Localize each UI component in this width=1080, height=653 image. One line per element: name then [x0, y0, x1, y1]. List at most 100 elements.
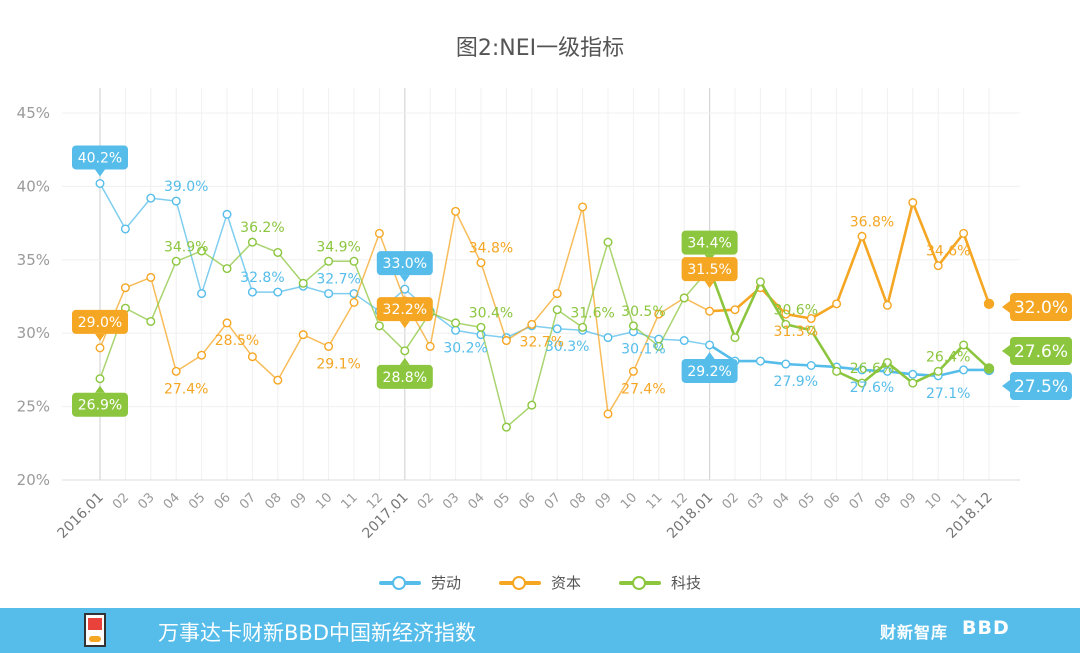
data-point	[983, 363, 995, 374]
data-label: 32.7%	[316, 272, 360, 288]
y-tick-label: 40%	[17, 177, 50, 195]
end-label: 27.6%	[1002, 337, 1072, 365]
data-point	[247, 287, 257, 297]
x-tick-label: 05	[491, 490, 513, 512]
data-point	[806, 325, 816, 335]
data-point	[222, 318, 232, 328]
callout-box	[376, 297, 433, 322]
data-point	[933, 261, 943, 271]
data-point	[120, 224, 130, 234]
series-line-segment	[708, 343, 737, 363]
series-line-segment	[936, 232, 965, 267]
callout-text: 26.9%	[78, 398, 122, 414]
series-line-segment	[277, 251, 304, 285]
data-point	[857, 378, 867, 388]
data-point	[146, 272, 156, 282]
series-line-segment	[200, 322, 228, 356]
data-point	[298, 278, 308, 288]
x-tick-label: 06	[821, 490, 843, 512]
x-tick-label: 06	[516, 490, 538, 512]
x-tick-label: 03	[440, 490, 462, 512]
footer-title: 万事达卡财新BBD中国新经济指数	[158, 621, 476, 645]
data-point	[755, 277, 765, 287]
x-tick-label: 06	[212, 490, 234, 512]
x-tick-label: 11	[643, 490, 665, 512]
x-tick-label: 2016.01	[55, 490, 107, 542]
series-line-segment	[658, 297, 685, 315]
data-label: 32.8%	[240, 270, 284, 286]
series-line-segment	[226, 322, 254, 358]
series-line-segment	[886, 361, 915, 385]
data-label: 30.2%	[443, 340, 487, 356]
data-point	[603, 237, 613, 247]
data-point	[476, 258, 486, 268]
data-label: 34.9%	[316, 239, 360, 255]
y-tick-label: 30%	[17, 324, 50, 342]
series-line-segment	[607, 370, 635, 415]
data-point	[806, 360, 816, 370]
series-line-segment	[302, 333, 330, 348]
callout-text: 29.0%	[78, 315, 122, 331]
legend-item-labor[interactable]: 劳动	[378, 572, 461, 593]
data-point	[578, 202, 588, 212]
data-label: 28.5%	[215, 333, 259, 349]
series-line-segment	[277, 333, 304, 381]
data-point	[273, 375, 283, 385]
callout-box	[72, 145, 128, 170]
data-point	[654, 309, 664, 319]
data-point	[628, 366, 638, 376]
data-point	[959, 365, 969, 375]
data-label: 27.1%	[926, 386, 970, 402]
data-point	[882, 366, 892, 376]
callout-label: 28.8%	[376, 357, 433, 389]
data-label: 34.6%	[926, 244, 970, 260]
series-line-segment	[150, 276, 177, 373]
series-line-segment	[200, 250, 228, 270]
legend-label-tech: 科技	[671, 574, 702, 592]
chart-legend: 劳动 资本 科技	[0, 572, 1080, 593]
callout-box	[376, 251, 433, 276]
series-line-segment	[733, 280, 762, 339]
data-point	[628, 321, 638, 331]
data-point	[730, 333, 740, 343]
data-point	[120, 283, 130, 293]
data-point	[324, 341, 334, 351]
end-label-box	[1010, 337, 1072, 365]
data-point	[273, 247, 283, 257]
data-point	[832, 299, 842, 309]
callout-label: 29.2%	[681, 351, 738, 383]
data-point	[451, 318, 461, 328]
data-label: 30.5%	[621, 304, 665, 320]
legend-item-tech[interactable]: 科技	[619, 572, 701, 593]
chart-title: 图2:NEI一级指标	[455, 36, 625, 61]
data-point	[324, 256, 334, 266]
series-line-segment	[378, 325, 406, 352]
callout-box	[681, 230, 738, 255]
x-tick-label: 03	[135, 490, 157, 512]
data-label: 29.1%	[316, 356, 360, 372]
data-point	[527, 319, 537, 329]
series-line-segment	[860, 361, 889, 385]
data-point	[781, 359, 791, 369]
callout-text: 34.4%	[687, 236, 731, 252]
data-point	[705, 340, 715, 350]
series-line-segment	[175, 354, 203, 373]
data-point	[959, 340, 969, 350]
series-line-segment	[835, 235, 864, 306]
end-label-text: 27.5%	[1014, 377, 1068, 397]
data-point	[374, 228, 384, 238]
legend-item-capital[interactable]: 资本	[498, 572, 581, 593]
series-line-segment	[835, 370, 864, 385]
bbd-logo: BBD	[962, 617, 1010, 639]
data-point	[552, 289, 562, 299]
x-tick-label: 08	[262, 490, 284, 512]
series-line-segment	[175, 200, 203, 295]
data-point	[882, 300, 892, 310]
nei-logo-icon	[84, 613, 106, 647]
data-point	[781, 319, 791, 329]
x-tick-label: 05	[796, 490, 818, 512]
series-line-segment	[556, 206, 584, 295]
series-line-segment	[454, 210, 482, 264]
end-label-box	[1010, 372, 1072, 400]
data-label: 30.4%	[469, 305, 513, 321]
